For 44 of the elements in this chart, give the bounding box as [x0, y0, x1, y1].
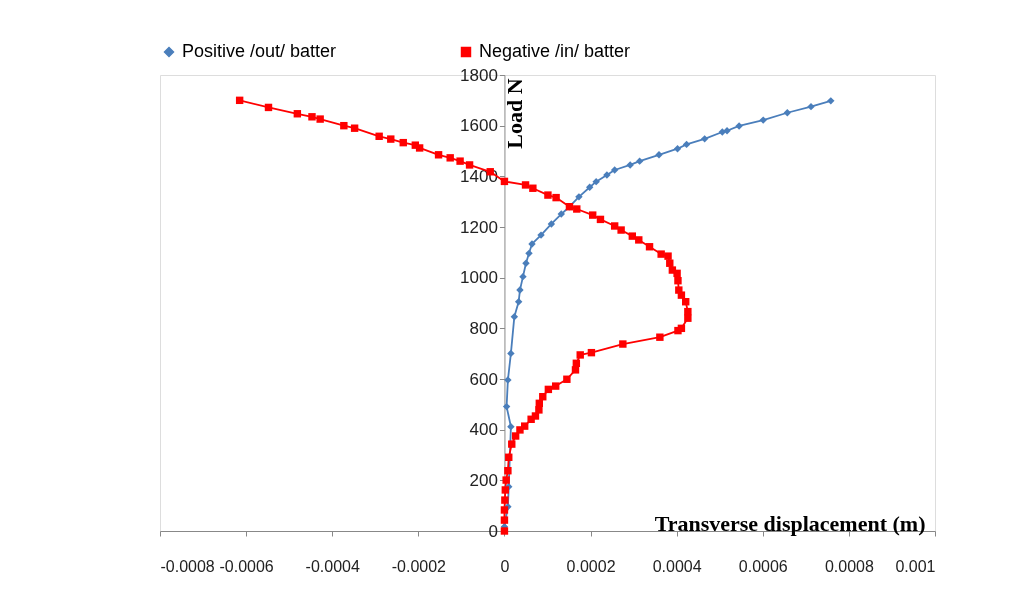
- point: [700, 135, 709, 143]
- y-tick-label: 1600: [460, 116, 498, 136]
- point: [718, 128, 727, 136]
- point: [507, 422, 515, 431]
- point: [827, 97, 835, 105]
- point: [525, 249, 533, 258]
- point: [502, 402, 511, 411]
- x-tick-label: 0.0002: [566, 557, 616, 575]
- point: [507, 349, 515, 358]
- point: [673, 145, 682, 153]
- point: [783, 109, 792, 117]
- x-tick-label: -0.0008: [160, 557, 215, 575]
- x-tick-label: -0.0004: [305, 557, 360, 575]
- point: [807, 102, 815, 111]
- x-tick-label: 0.0006: [738, 557, 788, 575]
- point: [635, 157, 644, 165]
- y-tick-label: 0: [488, 521, 498, 541]
- y-tick-label: 1200: [460, 217, 498, 237]
- legend-label: Negative /in/ batter: [479, 41, 631, 61]
- y-axis-title: Load N: [501, 78, 527, 149]
- x-tick-label: 0.0008: [824, 557, 874, 575]
- x-tick-label: 0: [500, 557, 510, 575]
- point: [585, 183, 594, 191]
- point: [610, 166, 619, 174]
- y-tick-label: 1800: [460, 65, 498, 85]
- point: [682, 140, 691, 149]
- y-tick-label: 400: [469, 420, 498, 440]
- x-tick-label: -0.0002: [391, 557, 447, 575]
- y-tick-label: 800: [469, 318, 498, 338]
- point: [514, 298, 523, 306]
- x-tick-label: 0.0004: [652, 557, 702, 575]
- point: [557, 210, 565, 218]
- x-tick-label: 0.001: [895, 557, 936, 575]
- point: [723, 127, 731, 135]
- x-axis-title: Transverse displacement (m): [654, 510, 926, 536]
- point: [519, 272, 527, 281]
- point: [592, 177, 600, 186]
- y-tick-label: 600: [469, 369, 498, 389]
- x-tick-label: -0.0006: [219, 557, 274, 575]
- y-tick-label: 1000: [460, 268, 498, 288]
- point: [510, 312, 519, 321]
- legend-label: Positive /out/ batter: [182, 41, 337, 61]
- point: [547, 220, 556, 228]
- y-tick-label: 200: [469, 470, 498, 490]
